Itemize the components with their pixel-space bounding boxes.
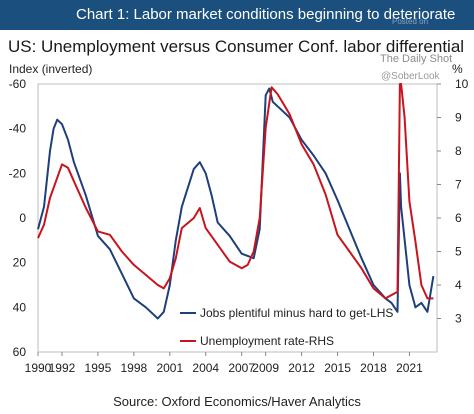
legend-label-jobs: Jobs plentiful minus hard to get-LHS	[200, 306, 393, 320]
x-tick-label: 2009	[252, 361, 279, 375]
watermark-site: The Daily Shot	[380, 53, 453, 65]
x-tick-label: 2012	[288, 361, 315, 375]
x-tick-label: 2018	[360, 361, 387, 375]
y-tick-label-left: 0	[19, 211, 26, 225]
right-axis-label: %	[452, 62, 463, 76]
y-tick-label-left: -40	[9, 122, 27, 136]
y-tick-label-right: 6	[455, 211, 462, 225]
left-axis-label: Index (inverted)	[9, 62, 93, 76]
x-tick-label: 1992	[49, 361, 76, 375]
x-tick-label: 2007	[228, 361, 255, 375]
x-tick-label: 2004	[192, 361, 219, 375]
legend-label-unemployment: Unemployment rate-RHS	[200, 334, 334, 348]
chart-header-bar: Chart 1: Labor market conditions beginni…	[0, 0, 474, 30]
x-tick-label: 1998	[121, 361, 148, 375]
y-tick-label-right: 9	[455, 111, 462, 125]
y-tick-label-right: 5	[455, 245, 462, 259]
y-tick-label-right: 8	[455, 144, 462, 158]
watermark-handle: @SoberLook	[381, 71, 440, 82]
x-tick-label: 2015	[324, 361, 351, 375]
y-tick-label-left: 60	[13, 345, 27, 359]
source-note: Source: Oxford Economics/Haver Analytics	[113, 394, 361, 409]
watermark-posted: Posted on	[392, 17, 429, 26]
chart-header-title: Chart 1: Labor market conditions beginni…	[76, 6, 456, 23]
y-tick-label-right: 10	[455, 77, 469, 91]
series-line-unemployment-rate	[37, 83, 434, 300]
y-tick-label-right: 3	[455, 312, 462, 326]
y-tick-label-left: 20	[13, 256, 27, 270]
y-tick-label-left: -60	[9, 77, 27, 91]
chart-title: US: Unemployment versus Consumer Conf. l…	[8, 37, 465, 56]
y-tick-label-right: 7	[455, 178, 462, 192]
x-tick-label: 2001	[156, 361, 183, 375]
x-tick-label: 1990	[25, 361, 52, 375]
y-tick-label-right: 4	[455, 278, 462, 292]
y-tick-label-left: -20	[9, 166, 27, 180]
series-line-jobs-differential	[37, 87, 435, 320]
x-tick-label: 2021	[396, 361, 423, 375]
x-tick-label: 1995	[85, 361, 112, 375]
y-tick-label-left: 40	[13, 300, 27, 314]
